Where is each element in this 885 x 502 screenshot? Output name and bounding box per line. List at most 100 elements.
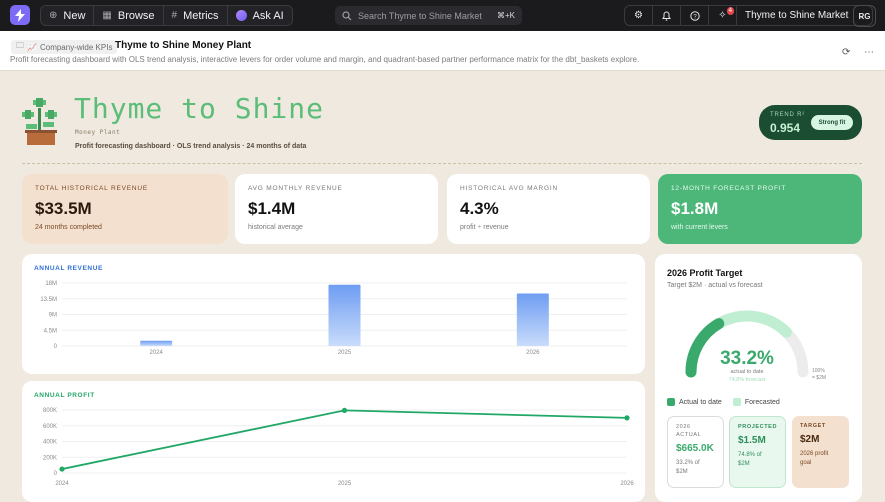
kpi-sub: with current levers xyxy=(671,224,728,231)
ai-updates-button[interactable]: ✧ 4 xyxy=(709,6,737,25)
y-tick-label: 0 xyxy=(54,471,58,477)
breadcrumb-label: Company-wide KPIs xyxy=(39,42,113,52)
annual-profit-card: ANNUAL PROFIT 800K 600K 400K 200K 0 2024 2025 2… xyxy=(22,381,645,502)
mini-label-2: ACTUAL xyxy=(676,432,702,438)
chart-icon: 📈 xyxy=(27,42,37,52)
search-icon xyxy=(342,10,352,20)
y-tick-label: 200K xyxy=(43,455,57,461)
ask-ai-label: Ask AI xyxy=(252,9,284,22)
mini-desc: 74.8% of $2M xyxy=(738,452,762,467)
browse-button[interactable]: ▦ Browse xyxy=(94,6,164,25)
refresh-icon[interactable]: ⟳ xyxy=(842,47,851,58)
gauge-value: 33.2% xyxy=(720,348,774,369)
search-shortcut: ⌘+K xyxy=(496,11,515,20)
hero-description: Profit forecasting dashboard · OLS trend… xyxy=(75,143,307,150)
kpi-label: TOTAL HISTORICAL REVENUE xyxy=(35,185,148,192)
profit-target-panel: 2026 Profit Target Target $2M · actual v… xyxy=(655,254,862,502)
gauge-forecast-label: 74.8% forecast xyxy=(729,377,766,383)
x-tick-label: 2024 xyxy=(55,481,69,487)
profit-point xyxy=(341,407,348,413)
revenue-bar xyxy=(140,340,173,346)
money-plant-icon xyxy=(22,98,57,145)
gauge-end-value: = $2M xyxy=(812,375,826,381)
legend-swatch-actual xyxy=(667,398,675,406)
target-card: TARGET $2M 2026 profit goal xyxy=(792,416,849,488)
mini-value: $2M xyxy=(800,434,820,445)
space-selector[interactable]: Thyme to Shine Market ⌄ xyxy=(737,6,872,25)
kpi-value: $1.4M xyxy=(248,199,296,218)
help-button[interactable]: ? xyxy=(681,6,709,25)
y-tick-label: 4.5M xyxy=(44,328,57,334)
trend-r2-badge: TREND R² 0.954 Strong fit xyxy=(759,105,862,140)
y-tick-label: 0 xyxy=(54,344,58,350)
kpi-value: $33.5M xyxy=(35,199,92,218)
y-tick-label: 600K xyxy=(43,424,57,430)
x-tick-label: 2026 xyxy=(620,481,634,487)
toolbar-right: ⚙ ? ✧ 4 Thyme to Shine Market ⌄ xyxy=(624,5,874,26)
mini-value: $1.5M xyxy=(738,435,766,446)
profit-line-chart: 800K 600K 400K 200K 0 2024 2025 2026 xyxy=(43,407,634,487)
new-button[interactable]: ⊕ New xyxy=(41,6,95,25)
kpi-card-forecast-profit: 12-MONTH FORECAST PROFIT $1.8M with curr… xyxy=(658,174,862,244)
kpi-card-avg-monthly-revenue: AVG MONTHLY REVENUE $1.4M historical ave… xyxy=(235,174,438,244)
projected-card: PROJECTED $1.5M 74.8% of $2M xyxy=(729,416,786,488)
page-title: Thyme to Shine Money Plant xyxy=(115,40,252,51)
panel-title: 2026 Profit Target xyxy=(667,268,743,278)
kpi-label: AVG MONTHLY REVENUE xyxy=(248,185,343,192)
search-input[interactable]: Search Thyme to Shine Market ⌘+K xyxy=(335,6,522,25)
mini-desc: 33.2% of $2M xyxy=(676,460,700,475)
breadcrumb[interactable]: 🗀 📈 Company-wide KPIs xyxy=(11,40,118,54)
kpi-value: 4.3% xyxy=(460,199,499,218)
x-tick-label: 2026 xyxy=(526,350,540,356)
svg-text:?: ? xyxy=(693,14,697,20)
y-tick-label: 13.5M xyxy=(40,297,57,303)
sparkle-icon: ✧ xyxy=(718,10,727,21)
ask-ai-button[interactable]: Ask AI xyxy=(227,6,292,25)
more-options-icon[interactable]: ⋯ xyxy=(864,47,874,58)
mini-label: 2026 xyxy=(676,424,691,430)
grid-icon: ▦ xyxy=(102,10,112,21)
gear-icon: ⚙ xyxy=(634,10,643,21)
y-tick-label: 400K xyxy=(43,440,57,446)
kpi-card-total-revenue: TOTAL HISTORICAL REVENUE $33.5M 24 month… xyxy=(22,174,228,244)
legend-actual: Actual to date xyxy=(667,398,722,406)
chevron-down-icon: ⌄ xyxy=(858,12,865,20)
avatar[interactable]: RG xyxy=(853,5,876,27)
new-label: New xyxy=(63,9,86,22)
mini-value: $665.0K xyxy=(676,443,714,454)
legend-swatch-forecast xyxy=(732,398,741,406)
space-name: Thyme to Shine Market xyxy=(745,10,849,21)
dashboard-header: 🗀 📈 Company-wide KPIs Thyme to Shine Mon… xyxy=(0,31,885,71)
profit-point xyxy=(59,466,65,472)
top-nav-bar: ⊕ New ▦ Browse # Metrics Ask AI Search T… xyxy=(0,0,885,31)
app-logo-icon[interactable] xyxy=(10,5,30,25)
hero-subtitle: Money Plant xyxy=(75,129,121,136)
profit-series-line xyxy=(61,409,628,470)
actual-card: 2026 ACTUAL $665.0K 33.2% of $2M xyxy=(667,416,724,488)
bell-icon xyxy=(662,11,671,21)
kpi-label: HISTORICAL AVG MARGIN xyxy=(460,185,558,192)
notifications-button[interactable] xyxy=(653,6,681,25)
hero-title: Thyme to Shine xyxy=(74,92,325,125)
folder-icon: 🗀 xyxy=(16,41,24,50)
y-tick-label: 18M xyxy=(45,281,57,287)
revenue-bar xyxy=(328,284,361,346)
profit-point xyxy=(624,415,630,421)
help-icon: ? xyxy=(689,10,700,21)
metrics-label: Metrics xyxy=(183,9,219,22)
settings-button[interactable]: ⚙ xyxy=(625,6,653,25)
fit-pill: Strong fit xyxy=(811,115,853,130)
target-gauge: 33.2% actual to date 74.8% forecast 100%… xyxy=(685,310,826,383)
chart-title: ANNUAL PROFIT xyxy=(34,392,95,399)
kpi-value: $1.8M xyxy=(671,199,719,218)
panel-subtitle: Target $2M · actual vs forecast xyxy=(667,282,763,289)
annual-revenue-card: ANNUAL REVENUE 18M 13.5M 9M 4.5M 0 2024 2025 20… xyxy=(22,254,645,374)
page-description: Profit forecasting dashboard with OLS tr… xyxy=(10,55,640,64)
x-tick-label: 2025 xyxy=(338,481,352,487)
mini-desc: 2026 profit goal xyxy=(800,451,829,466)
plus-icon: ⊕ xyxy=(49,10,58,21)
revenue-bar-chart: 18M 13.5M 9M 4.5M 0 2024 2025 2026 xyxy=(40,281,627,356)
kpi-label: 12-MONTH FORECAST PROFIT xyxy=(671,185,787,192)
mini-label: TARGET xyxy=(800,423,826,429)
metrics-button[interactable]: # Metrics xyxy=(163,6,228,25)
